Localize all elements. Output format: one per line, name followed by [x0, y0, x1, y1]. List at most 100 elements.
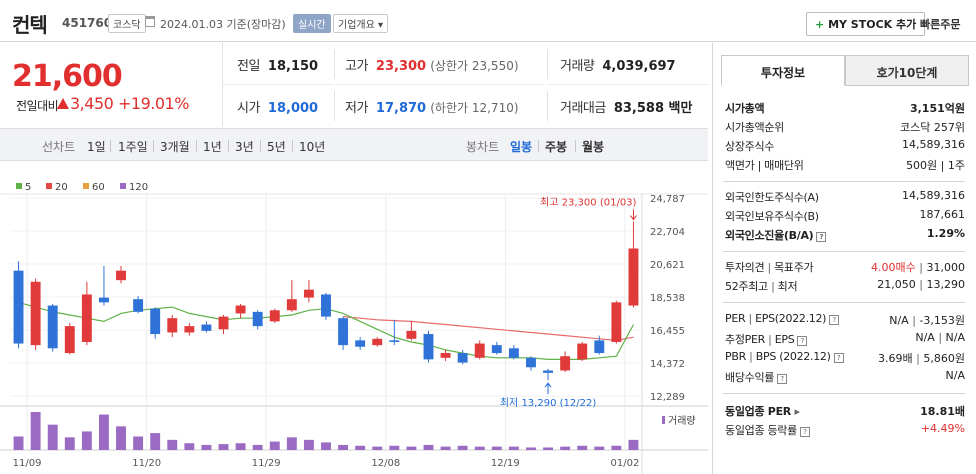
volume-bar — [577, 445, 588, 450]
prev-close-cell: 전일 18,150 — [223, 43, 333, 85]
y-tick-label: 16,455 — [650, 326, 685, 337]
y-tick-label: 24,787 — [650, 194, 685, 205]
candle-body — [491, 345, 502, 354]
help-icon[interactable]: ? — [829, 315, 840, 325]
company-overview-dropdown[interactable]: 기업개요 ▾ — [333, 14, 388, 33]
period-1y[interactable]: 1년 — [203, 140, 222, 154]
volume-label: 거래량 — [668, 415, 696, 427]
help-icon[interactable]: ? — [816, 232, 827, 242]
dividend-label: 배당수익률 — [725, 371, 775, 384]
candle-weekly[interactable]: 주봉 — [545, 140, 568, 154]
candle-body — [184, 326, 195, 333]
price-chart[interactable]: 5 20 60 120 24,787 22,704 20,621 18,538 16,455 14… — [0, 162, 708, 474]
my-stock-add-button[interactable]: + MY STOCK 추가 — [806, 12, 926, 36]
high-label: 고가 — [345, 59, 368, 74]
industry-rate-value: +4.49% — [920, 422, 965, 435]
up-triangle-icon — [57, 98, 69, 109]
candle-monthly[interactable]: 월봉 — [582, 140, 605, 154]
candle-body — [201, 324, 212, 331]
period-1d[interactable]: 1일 — [87, 140, 106, 154]
listed-shares-label: 상장주식수 — [725, 140, 775, 153]
industry-per-label[interactable]: 동일업종 PER — [725, 405, 791, 418]
my-stock-add-label: MY STOCK 추가 — [828, 18, 917, 31]
plus-icon: + — [815, 18, 825, 31]
volume-bar — [355, 445, 366, 450]
foreign-holding-row: 외국인보유주식수(B) 187,661 — [723, 206, 965, 225]
divider — [334, 49, 335, 79]
candle-daily[interactable]: 일봉 — [510, 140, 533, 154]
volume-bar — [457, 445, 468, 450]
legend-swatch — [46, 183, 52, 189]
candle-body — [30, 281, 41, 346]
quick-order-link[interactable]: 빠른주문 — [920, 18, 961, 31]
period-3y[interactable]: 3년 — [235, 140, 254, 154]
volume-bar — [235, 443, 246, 450]
candle-body — [372, 338, 383, 346]
current-price-panel: 21,600 전일대비 3,450 +19.01% — [0, 43, 222, 127]
divider — [547, 91, 548, 121]
period-3m[interactable]: 3개월 — [160, 140, 190, 154]
help-icon[interactable]: ? — [797, 336, 808, 346]
divider — [228, 140, 229, 152]
divider — [292, 140, 293, 152]
tab-investment-info[interactable]: 투자정보 — [721, 55, 845, 86]
eps-label: EPS(2022.12) — [755, 312, 827, 325]
x-tick-label: 12/08 — [371, 458, 400, 469]
candle-body — [389, 340, 400, 342]
legend-label: 5 — [25, 182, 31, 193]
candle-body — [474, 343, 485, 358]
market-cap-rank-row: 시가총액순위 코스닥 257위 — [723, 117, 965, 136]
volume-bar — [338, 444, 349, 450]
y-tick-label: 22,704 — [650, 227, 685, 238]
separator: | — [767, 261, 771, 274]
foreign-holding-label: 외국인보유주식수(B) — [725, 210, 819, 223]
market-cap-rank-value: 코스닥 257위 — [900, 121, 965, 134]
tab-order-book[interactable]: 호가10단계 — [845, 55, 969, 86]
per-value: N/A — [889, 314, 909, 327]
candle-body — [167, 318, 178, 333]
high-arrow-head — [630, 215, 637, 221]
candle-body — [303, 289, 314, 298]
high-annotation: 최고 23,300 (01/03) — [540, 197, 636, 209]
opinion-value: 4.00매수 — [871, 261, 916, 274]
foreign-exhaustion-label: 외국인소진율(B/A) — [725, 229, 814, 242]
period-10y[interactable]: 10년 — [299, 140, 326, 154]
candle-body — [116, 270, 126, 281]
volume-bar — [13, 436, 24, 450]
help-icon[interactable]: ? — [833, 353, 844, 363]
separator: | — [749, 350, 753, 363]
estimated-per-row: 추정PER | EPS? N/A | N/A — [723, 329, 965, 348]
low-value: 17,870 — [375, 101, 427, 116]
per-label: PER — [725, 312, 746, 325]
chart-period-bar: 선차트 1일 1주일 3개월 1년 3년 5년 10년 봉차트 일봉 주봉 월봉 — [0, 128, 708, 161]
realtime-button[interactable]: 실시간 — [293, 14, 331, 33]
estimated-per-value: N/A — [915, 331, 935, 344]
help-icon[interactable]: ? — [777, 374, 788, 384]
candle-body — [543, 370, 554, 373]
open-value: 18,000 — [267, 101, 319, 116]
help-icon[interactable]: ? — [799, 427, 810, 437]
separator: | — [919, 261, 923, 274]
period-1w[interactable]: 1주일 — [118, 140, 148, 154]
par-value-row: 액면가 | 매매단위 500원 | 1주 — [723, 155, 965, 174]
volume-bar — [372, 446, 383, 450]
industry-per-value: 18.81배 — [920, 405, 965, 418]
candle-body — [98, 297, 109, 303]
legend-swatch — [120, 183, 126, 189]
estimated-per-label: 추정PER — [725, 333, 765, 346]
arrow-right-icon: ▸ — [794, 405, 801, 418]
volume-bar — [303, 439, 314, 450]
legend-swatch — [16, 183, 22, 189]
base-date: 2024.01.03 기준(장마감) — [160, 18, 286, 31]
candle-body — [235, 305, 246, 314]
volume-bar — [98, 414, 109, 450]
pbr-bps-row: PBR | BPS (2022.12)? 3.69배 | 5,860원 — [723, 348, 965, 367]
legend-label: 60 — [92, 182, 105, 193]
period-5y[interactable]: 5년 — [267, 140, 286, 154]
x-tick-label: 01/02 — [611, 458, 640, 469]
market-badge: 코스닥 — [108, 14, 146, 33]
week52-high-label: 52주최고 — [725, 280, 768, 293]
candle-body — [338, 318, 349, 346]
volume-bar — [150, 433, 161, 450]
opinion-row: 투자의견 | 목표주가 4.00매수 | 31,000 — [723, 257, 965, 276]
